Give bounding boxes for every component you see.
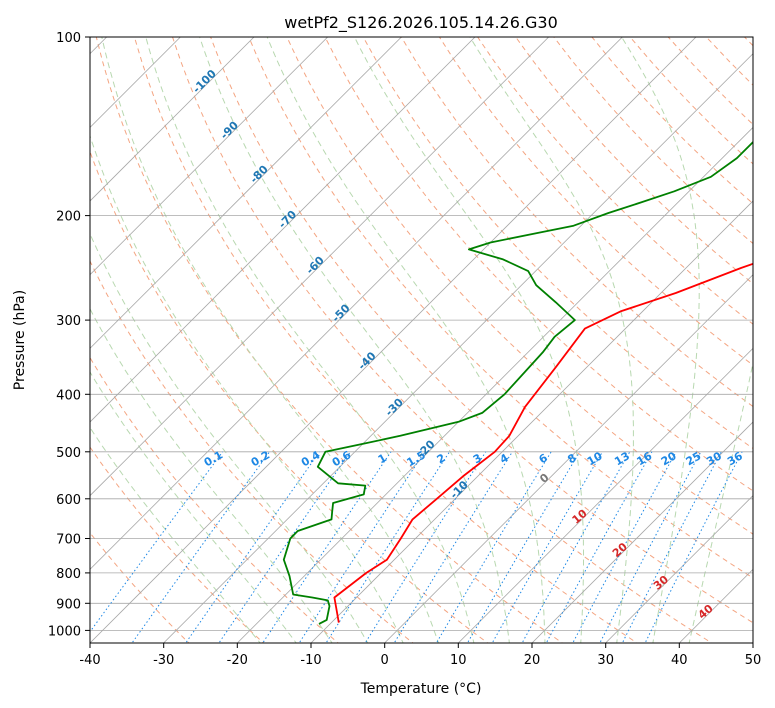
isotherm-line bbox=[605, 495, 753, 643]
x-tick-label: 40 bbox=[671, 653, 688, 668]
moist-adiabat bbox=[90, 232, 369, 643]
mixing-ratio-line bbox=[644, 451, 743, 643]
mixing-ratio-line bbox=[599, 451, 702, 643]
dry-adiabat bbox=[172, 37, 713, 643]
isotherm-line bbox=[90, 37, 550, 497]
isotherm-line bbox=[90, 37, 329, 276]
y-tick-label: 600 bbox=[56, 493, 81, 508]
chart-title: wetPf2_S126.2026.105.14.26.G30 bbox=[284, 13, 558, 33]
mixing-ratio-line bbox=[572, 451, 677, 643]
y-tick-label: 1000 bbox=[48, 624, 81, 639]
mixing-ratio-line bbox=[262, 451, 392, 643]
mixing-ratio-line bbox=[325, 451, 451, 643]
moist-adiabat bbox=[90, 307, 333, 643]
mixing-ratio-line bbox=[466, 451, 581, 643]
x-tick-label: -40 bbox=[79, 653, 100, 668]
mixing-ratio-line bbox=[218, 451, 351, 643]
mixing-ratio-line bbox=[90, 451, 224, 633]
y-tick-label: 500 bbox=[56, 446, 81, 461]
y-tick-label: 100 bbox=[56, 31, 81, 46]
dewpoint-profile-line bbox=[282, 140, 753, 625]
x-tick-label: 20 bbox=[524, 653, 541, 668]
isotherm-line bbox=[90, 37, 623, 570]
isotherm-line bbox=[90, 37, 255, 202]
y-tick-label: 900 bbox=[56, 597, 81, 612]
dry-adiabat bbox=[90, 150, 489, 643]
isotherm-line bbox=[90, 37, 402, 349]
mixing-ratio-line bbox=[393, 451, 513, 643]
y-axis-label: Pressure (hPa) bbox=[12, 290, 28, 390]
isotherm-line bbox=[457, 347, 753, 643]
x-tick-label: 0 bbox=[381, 653, 389, 668]
mixing-ratio-line bbox=[491, 451, 603, 643]
y-tick-label: 300 bbox=[56, 314, 81, 329]
isotherm-line bbox=[531, 421, 753, 643]
dry-adiabat bbox=[95, 37, 564, 643]
dry-adiabat bbox=[324, 37, 753, 492]
x-tick-label: 10 bbox=[450, 653, 467, 668]
temperature-profile-line bbox=[333, 262, 753, 623]
x-tick-label: -20 bbox=[227, 653, 248, 668]
mixing-ratio-line bbox=[131, 451, 271, 643]
profile-lines bbox=[282, 140, 753, 625]
isotherm-line bbox=[384, 274, 753, 643]
isotherm-line bbox=[90, 37, 697, 643]
mixing-ratio-line bbox=[185, 451, 321, 643]
moist-adiabat bbox=[90, 371, 297, 643]
x-tick-label: 50 bbox=[745, 653, 762, 668]
y-tick-label: 800 bbox=[56, 567, 81, 582]
x-tick-label: -10 bbox=[300, 653, 321, 668]
dry-adiabat bbox=[362, 37, 753, 450]
x-axis-label: Temperature (°C) bbox=[360, 681, 482, 697]
x-tick-label: 30 bbox=[597, 653, 614, 668]
moist-adiabat bbox=[90, 426, 261, 643]
axes: -40 -30 -20 -10 0 10 20 30 40 50 1000 900 800 700 600 5… bbox=[48, 31, 761, 668]
plot-frame bbox=[89, 36, 754, 644]
y-tick-label: 700 bbox=[56, 533, 81, 548]
isotherm-line bbox=[163, 53, 753, 643]
mixing-ratio-line bbox=[621, 451, 722, 643]
isotherm-line bbox=[90, 37, 476, 423]
y-tick-label: 400 bbox=[56, 388, 81, 403]
mixing-ratio-line bbox=[298, 451, 426, 643]
x-tick-label: -30 bbox=[153, 653, 174, 668]
mixing-ratio-line bbox=[364, 451, 487, 643]
y-tick-label: 200 bbox=[56, 210, 81, 225]
isotherm-line bbox=[310, 200, 753, 643]
background-lines bbox=[90, 37, 753, 643]
